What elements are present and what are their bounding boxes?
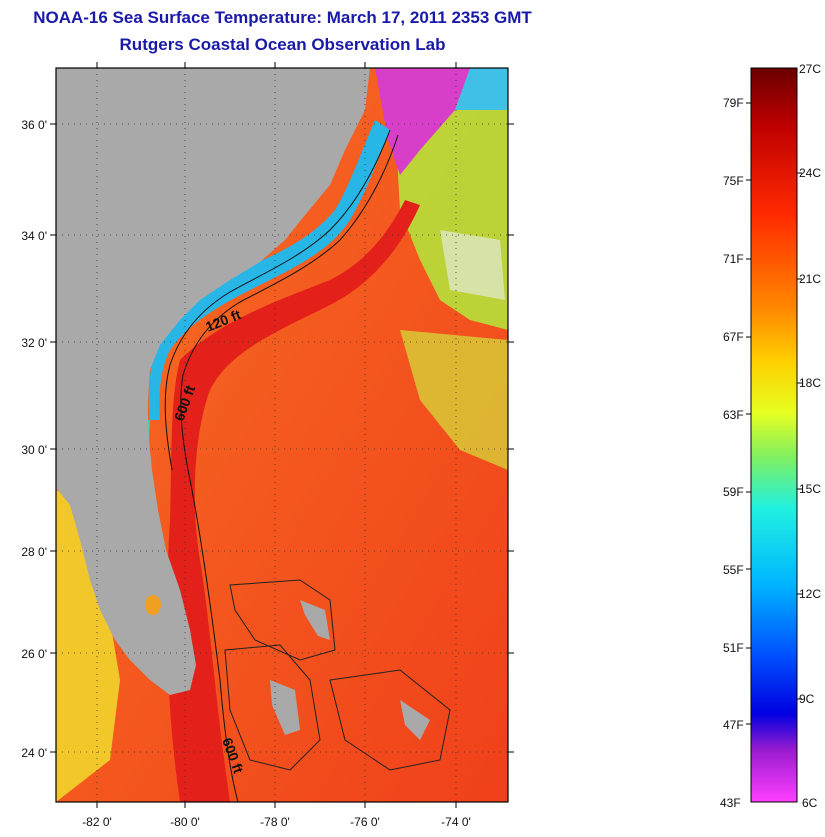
colorbar-f-label: 55F [723,563,744,577]
lat-tick-label: 28 0' [21,545,47,559]
colorbar-c-label: 18C [799,376,822,390]
colorbar-f-label: 43F [720,796,741,810]
colorbar-f-label: 63F [723,408,744,422]
colorbar-c-label: 24C [799,166,822,180]
colorbar-c-label: 21C [799,272,822,286]
colorbar-f-label: 51F [723,641,744,655]
lon-tick-label: -74 0' [441,815,471,829]
lon-tick-label: -78 0' [260,815,290,829]
colorbar-c-label: 15C [799,482,822,496]
colorbar-c-label: 27C [799,62,822,76]
map-frame [55,67,509,803]
colorbar-f-label: 47F [723,718,744,732]
map-title: NOAA-16 Sea Surface Temperature: March 1… [33,8,532,27]
colorbar-c-label: 12C [799,587,822,601]
lat-tick-label: 36 0' [21,118,47,132]
colorbar-c-label: 9C [799,692,815,706]
colorbar-f-label: 79F [723,96,744,110]
colorbar-f-label: 59F [723,485,744,499]
lat-tick-label: 26 0' [21,647,47,661]
colorbar-f-label: 75F [723,174,744,188]
lat-tick-label: 24 0' [21,746,47,760]
colorbar-c-label: 6C [802,796,818,810]
lat-tick-label: 30 0' [21,443,47,457]
lat-tick-label: 34 0' [21,229,47,243]
lon-tick-label: -82 0' [82,815,112,829]
sst-raster [56,68,508,802]
colorbar-f-label: 71F [723,252,744,266]
lon-tick-label: -76 0' [350,815,380,829]
colorbar-f-label: 67F [723,330,744,344]
colorbar [750,67,798,803]
map-subtitle: Rutgers Coastal Ocean Observation Lab [119,35,446,54]
lat-tick-label: 32 0' [21,336,47,350]
lon-tick-label: -80 0' [170,815,200,829]
